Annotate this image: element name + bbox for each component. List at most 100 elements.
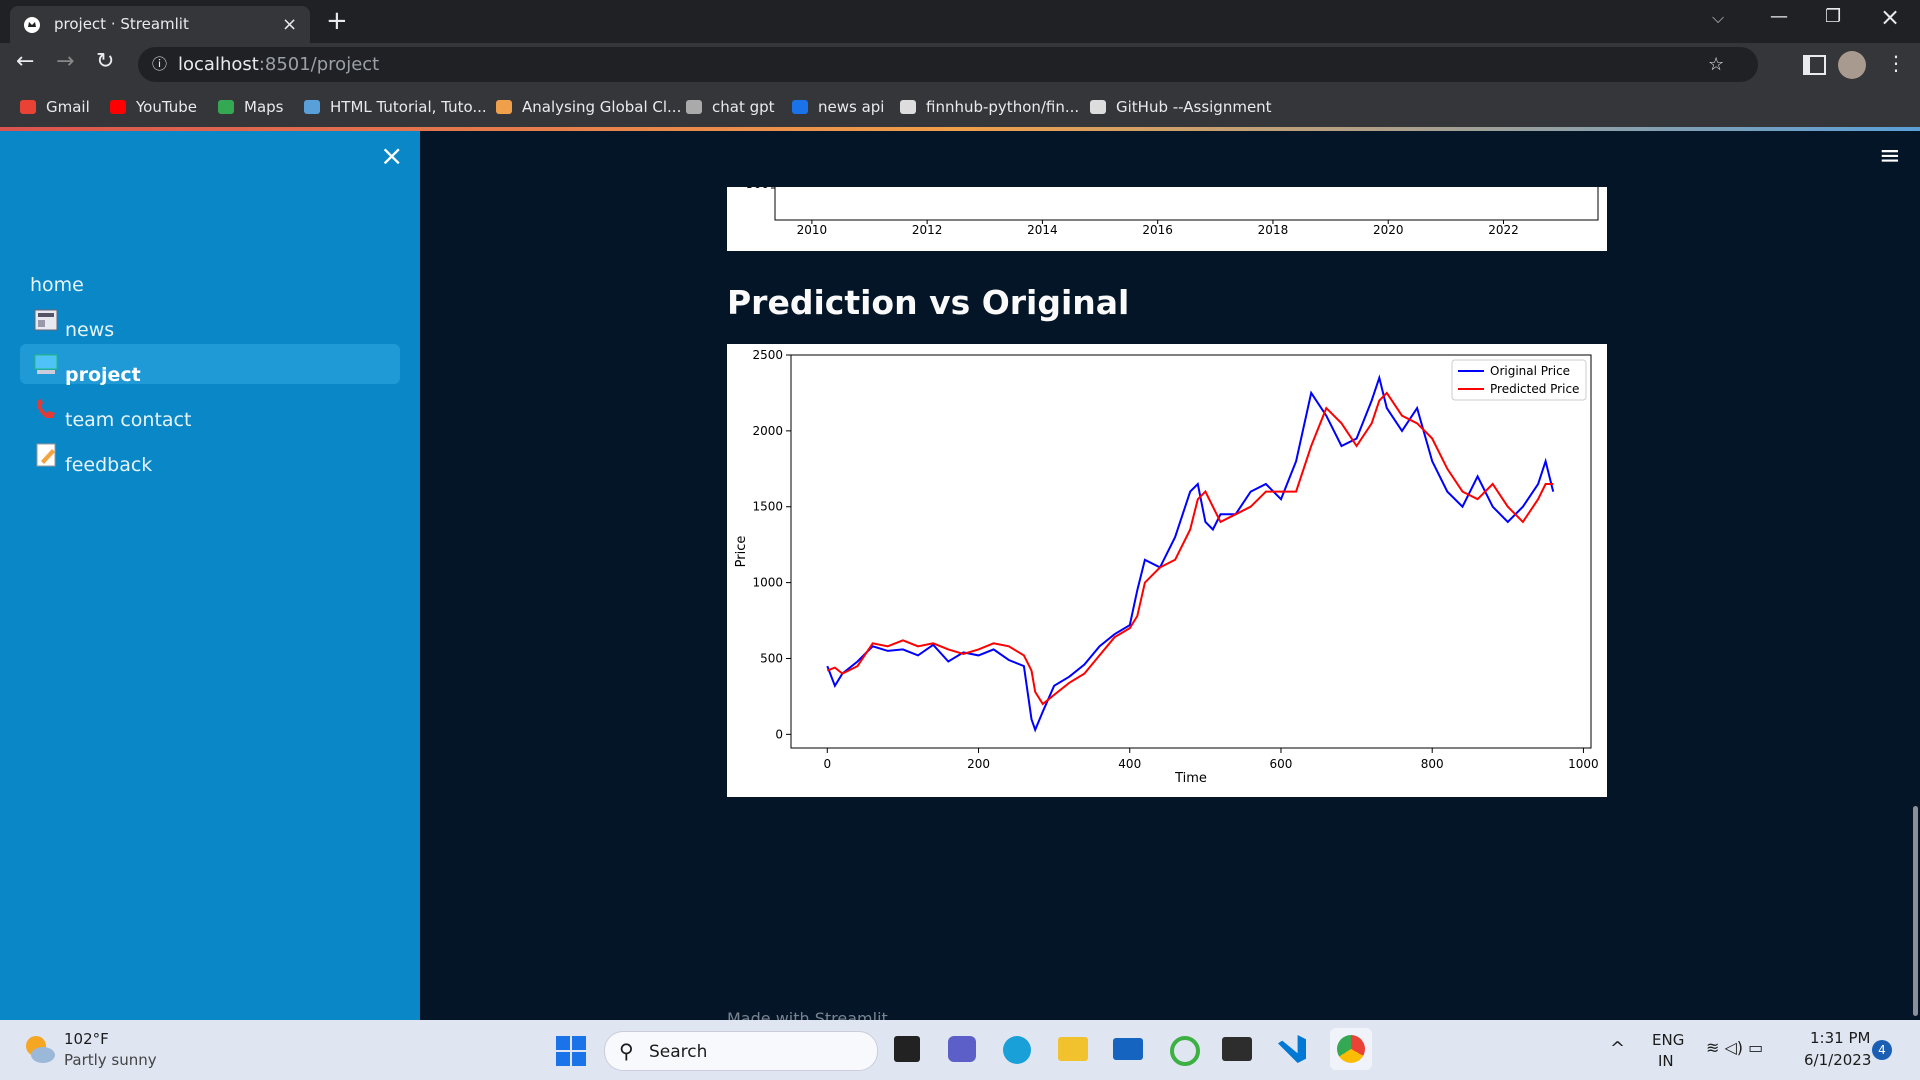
- restore[interactable]: ❐: [1825, 6, 1842, 27]
- app-icon[interactable]: [1003, 1036, 1031, 1064]
- address-bar[interactable]: ⓘ localhost:8501/project ☆: [138, 47, 1758, 82]
- x-tick-label: 2020: [1373, 223, 1404, 237]
- bookmark-icon: [686, 100, 702, 114]
- bookmark[interactable]: Analysing Global Cl...: [522, 98, 682, 116]
- tab-close[interactable]: ×: [282, 14, 298, 35]
- active-item: [20, 344, 400, 384]
- x-tick-label: 2022: [1488, 223, 1519, 237]
- time: 1:31 PM: [1810, 1029, 1871, 1047]
- y-tick-label: 2000: [752, 424, 783, 438]
- app-icon[interactable]: [948, 1036, 976, 1062]
- bookmark[interactable]: news api: [818, 98, 885, 116]
- x-tick-label: 2012: [912, 223, 943, 237]
- legend-label: Original Price: [1490, 364, 1570, 378]
- phone-icon: [36, 399, 55, 418]
- x-tick-label: 2010: [797, 223, 828, 237]
- tab-search[interactable]: ⌵: [1712, 8, 1725, 27]
- bookmark-icon: [900, 100, 916, 114]
- chart-prediction: 0 200 400 600 800 1000 0 500 1000 1500 2000 2500 Tim…: [727, 344, 1607, 797]
- close-window[interactable]: ×: [1880, 3, 1901, 31]
- legend-label: Predicted Price: [1490, 382, 1579, 396]
- y-tick-label: 1500: [752, 500, 783, 514]
- bookmark[interactable]: chat gpt: [712, 98, 775, 116]
- search-text: Search: [649, 1042, 708, 1062]
- bookmark[interactable]: Maps: [244, 98, 284, 116]
- tray-expand[interactable]: ^: [1610, 1038, 1626, 1059]
- favicon: [24, 17, 40, 33]
- nav-item[interactable]: feedback: [65, 454, 153, 476]
- bookmark[interactable]: Gmail: [46, 98, 90, 116]
- weather: Partly sunny: [64, 1051, 157, 1069]
- series-line: [826, 391, 1554, 706]
- app-icon[interactable]: [1170, 1036, 1200, 1066]
- x-tick-label: 2016: [1142, 223, 1173, 237]
- y-tick-label: 500: [760, 651, 783, 665]
- taskbar: 102°F Partly sunny ⚲ Search ^ ENG IN ≋ ◁…: [0, 1020, 1920, 1080]
- y-axis-label: Price: [734, 536, 749, 568]
- minimize[interactable]: —: [1770, 6, 1788, 27]
- side-panel[interactable]: [1803, 55, 1826, 75]
- app-icon[interactable]: [1058, 1037, 1088, 1061]
- tray-icons[interactable]: ≋ ◁) ▭: [1706, 1038, 1764, 1057]
- search-box[interactable]: ⚲ Search: [604, 1031, 878, 1071]
- nav-item[interactable]: team contact: [65, 409, 192, 431]
- tab-title: project · Streamlit: [54, 15, 189, 33]
- nav-item[interactable]: home: [30, 274, 84, 296]
- search-icon: ⚲: [619, 1039, 634, 1063]
- nav-item[interactable]: project: [65, 364, 141, 386]
- tab[interactable]: project · Streamlit ×: [10, 6, 310, 43]
- url-rest: :8501/project: [258, 54, 380, 75]
- y-tick-label: 0: [775, 727, 783, 741]
- active-app[interactable]: [1330, 1028, 1372, 1070]
- back[interactable]: ←: [16, 49, 35, 74]
- heading: Prediction vs Original: [727, 283, 1130, 322]
- scrollbar[interactable]: [1913, 806, 1918, 1016]
- bookmark-icon: [496, 100, 512, 114]
- new-tab[interactable]: +: [326, 6, 348, 36]
- profile[interactable]: [1838, 51, 1866, 79]
- news-icon: [34, 309, 58, 331]
- bookmarks-bar: Gmail YouTube Maps HTML Tutorial, Tuto... An…: [0, 86, 1920, 128]
- app-icon[interactable]: [1222, 1037, 1252, 1061]
- site-info[interactable]: ⓘ: [152, 55, 168, 73]
- bookmark-icon: [1090, 100, 1106, 114]
- nav-item[interactable]: news: [65, 319, 115, 341]
- bookmark[interactable]: finnhub-python/fin...: [926, 98, 1080, 116]
- notification-badge[interactable]: 4: [1872, 1040, 1892, 1060]
- app-icon[interactable]: [894, 1036, 920, 1062]
- x-tick-label: 800: [1421, 757, 1444, 771]
- bookmark-star[interactable]: ☆: [1708, 54, 1725, 75]
- axes-frame: [790, 354, 1592, 749]
- x-tick-label: 0: [823, 757, 831, 771]
- y-tick-label: 1000: [752, 576, 783, 590]
- app-menu[interactable]: ≡: [1879, 141, 1901, 171]
- x-axis-label: Time: [1174, 771, 1207, 786]
- sidebar: × home news project team contact feedback: [0, 131, 420, 1020]
- date: 6/1/2023: [1804, 1051, 1872, 1069]
- x-tick-label: 200: [967, 757, 990, 771]
- close-sidebar[interactable]: ×: [380, 139, 404, 172]
- chart-previous: 2010 2012 2014 2016 2018 2020 2022 500: [727, 187, 1607, 251]
- toolbar: ← → ↻ ⓘ localhost:8501/project ☆ ⋮: [0, 43, 1920, 86]
- forward[interactable]: →: [56, 49, 75, 74]
- project-icon: [34, 354, 58, 374]
- tab-strip: project · Streamlit × + ⌵ — ❐ ×: [0, 0, 1920, 43]
- language: ENG: [1652, 1031, 1685, 1049]
- bookmark-icon: [792, 100, 808, 114]
- menu[interactable]: ⋮: [1886, 51, 1906, 75]
- bookmark[interactable]: YouTube: [136, 98, 197, 116]
- feedback-icon: [36, 443, 56, 467]
- bookmark[interactable]: HTML Tutorial, Tuto...: [330, 98, 487, 116]
- legend-box: [1451, 359, 1587, 401]
- app-icon[interactable]: [1278, 1035, 1306, 1063]
- accent-strip: [0, 127, 1920, 131]
- bookmark[interactable]: GitHub --Assignment: [1116, 98, 1272, 116]
- bookmark-icon: [218, 100, 234, 114]
- start[interactable]: [556, 1036, 586, 1066]
- app-icon[interactable]: [1113, 1038, 1143, 1060]
- url: localhost:8501/project: [178, 47, 379, 82]
- bookmark-icon: [304, 100, 320, 114]
- reload[interactable]: ↻: [96, 49, 115, 74]
